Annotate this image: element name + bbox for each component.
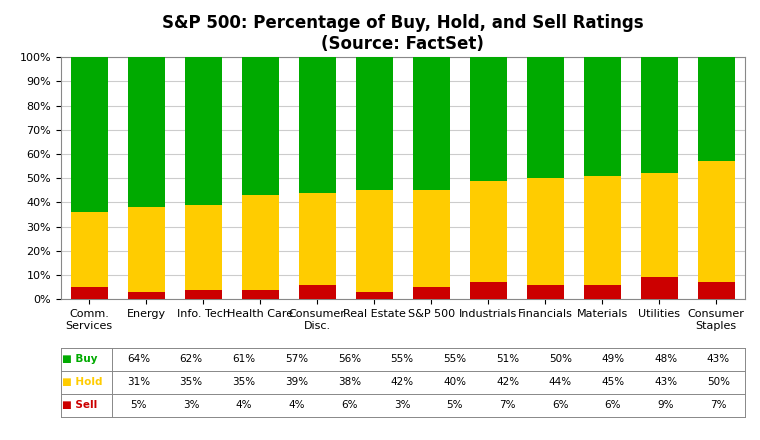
Text: 35%: 35% <box>179 377 203 387</box>
Text: 40%: 40% <box>443 377 467 387</box>
Bar <box>128 207 165 292</box>
Bar <box>470 181 507 282</box>
Text: 9%: 9% <box>657 400 674 410</box>
Text: ■ Buy: ■ Buy <box>62 354 98 364</box>
Text: 35%: 35% <box>233 377 255 387</box>
Text: 43%: 43% <box>707 354 730 364</box>
Bar <box>584 285 621 299</box>
Bar <box>185 57 222 205</box>
Bar <box>470 57 507 181</box>
Text: 5%: 5% <box>130 400 147 410</box>
Bar <box>527 57 564 178</box>
Bar <box>71 57 108 212</box>
Text: 61%: 61% <box>233 354 255 364</box>
Text: 49%: 49% <box>601 354 625 364</box>
Text: 4%: 4% <box>236 400 252 410</box>
Bar <box>71 212 108 287</box>
Text: 38%: 38% <box>337 377 361 387</box>
Bar <box>299 285 336 299</box>
Bar <box>356 57 393 190</box>
Text: 44%: 44% <box>549 377 572 387</box>
Bar <box>413 190 450 287</box>
Bar <box>641 278 678 299</box>
Bar <box>527 285 564 299</box>
Bar <box>71 287 108 299</box>
Bar <box>356 191 393 292</box>
Bar <box>413 57 450 190</box>
Bar <box>698 282 735 299</box>
Bar <box>185 290 222 299</box>
Text: 4%: 4% <box>288 400 305 410</box>
Text: 39%: 39% <box>285 377 309 387</box>
Text: 31%: 31% <box>127 377 150 387</box>
Text: ■ Sell: ■ Sell <box>62 400 97 410</box>
Text: 50%: 50% <box>549 354 572 364</box>
Text: 6%: 6% <box>341 400 358 410</box>
Title: S&P 500: Percentage of Buy, Hold, and Sell Ratings
(Source: FactSet): S&P 500: Percentage of Buy, Hold, and Se… <box>162 14 644 53</box>
Text: 50%: 50% <box>707 377 730 387</box>
Bar <box>584 57 621 176</box>
Text: 55%: 55% <box>443 354 467 364</box>
Bar <box>299 57 336 193</box>
Bar <box>527 178 564 285</box>
Bar <box>413 287 450 299</box>
Bar <box>641 57 678 173</box>
Text: ■ Hold: ■ Hold <box>62 377 103 387</box>
Bar <box>641 173 678 278</box>
Bar <box>356 292 393 299</box>
Text: 6%: 6% <box>552 400 568 410</box>
Text: 42%: 42% <box>391 377 413 387</box>
Bar <box>470 282 507 299</box>
Bar <box>698 57 735 161</box>
Text: 7%: 7% <box>499 400 516 410</box>
Text: 57%: 57% <box>285 354 309 364</box>
Text: 5%: 5% <box>447 400 463 410</box>
Text: 3%: 3% <box>183 400 199 410</box>
Bar <box>128 292 165 299</box>
Text: 55%: 55% <box>391 354 413 364</box>
Text: 3%: 3% <box>394 400 410 410</box>
Bar <box>584 176 621 285</box>
Bar <box>128 57 165 207</box>
Text: 45%: 45% <box>601 377 625 387</box>
Text: 6%: 6% <box>605 400 621 410</box>
Text: 62%: 62% <box>179 354 203 364</box>
Text: 64%: 64% <box>127 354 150 364</box>
Text: 43%: 43% <box>654 377 677 387</box>
Text: 56%: 56% <box>337 354 361 364</box>
Bar <box>242 57 279 195</box>
Bar <box>185 205 222 290</box>
Bar <box>242 195 279 290</box>
Text: 51%: 51% <box>496 354 519 364</box>
Text: 48%: 48% <box>654 354 677 364</box>
Text: 42%: 42% <box>496 377 519 387</box>
Bar <box>299 193 336 285</box>
Bar <box>698 161 735 282</box>
Bar <box>242 290 279 299</box>
Text: 7%: 7% <box>710 400 727 410</box>
